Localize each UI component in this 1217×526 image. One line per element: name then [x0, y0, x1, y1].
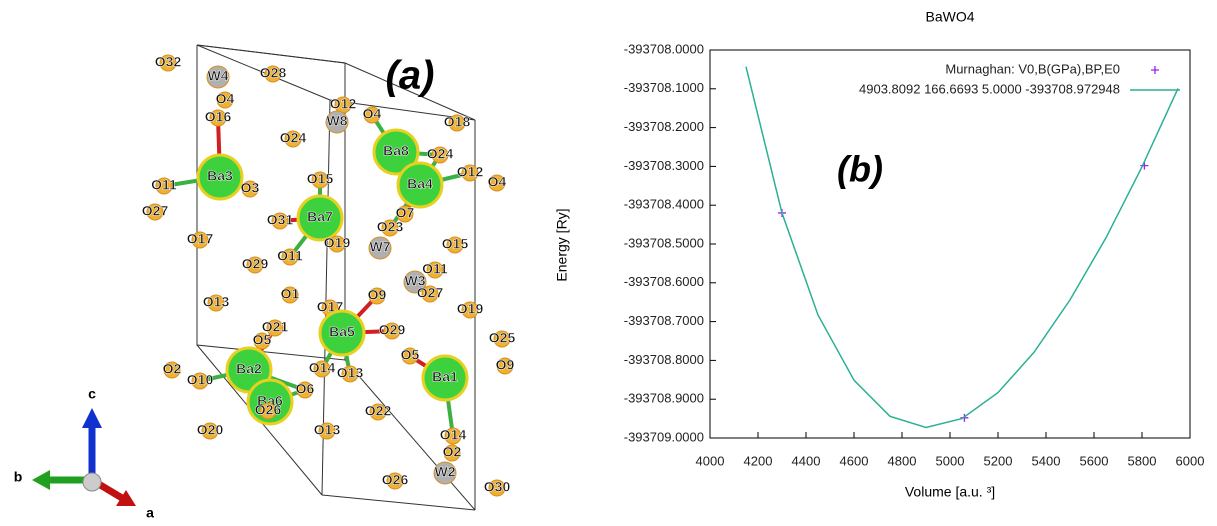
atom-label: O2 [163, 361, 182, 377]
x-tick-label: 4200 [744, 453, 773, 468]
y-tick-label: -393708.8000 [624, 352, 704, 367]
atom-label: O1 [281, 286, 300, 302]
atom-label: O31 [267, 212, 294, 228]
atom-label: O9 [496, 357, 515, 373]
x-tick-label: 5200 [984, 453, 1013, 468]
atom-label: O12 [457, 164, 484, 180]
atom-label: O15 [442, 236, 469, 252]
atom-label: O24 [427, 146, 454, 162]
atom-label: O9 [368, 287, 387, 303]
atom-label: O22 [365, 403, 392, 419]
atom-label: Ba1 [432, 369, 458, 385]
atom-label: W2 [435, 464, 456, 480]
plot-frame [710, 50, 1190, 438]
annotation: (b) [837, 149, 883, 190]
atom-label: O28 [260, 65, 287, 81]
x-tick-label: 5800 [1128, 453, 1157, 468]
legend-label: 4903.8092 166.6693 5.0000 -393708.972948 [859, 81, 1120, 96]
atom-label: W7 [370, 239, 391, 255]
y-tick-label: -393708.6000 [624, 274, 704, 289]
y-tick-label: -393708.2000 [624, 119, 704, 134]
atom-label: O17 [187, 231, 214, 247]
atom-label: Ba8 [383, 143, 409, 159]
axis-label: a [146, 505, 154, 521]
atom-label: O29 [242, 256, 269, 272]
atom-label: O23 [377, 219, 404, 235]
x-tick-label: 4800 [888, 453, 917, 468]
atom-label: O10 [187, 372, 214, 388]
x-tick-label: 5400 [1032, 453, 1061, 468]
atom-label: O5 [401, 347, 420, 363]
legend-swatch [1151, 66, 1159, 74]
atom-label: O20 [197, 422, 224, 438]
atom-label: O14 [440, 427, 467, 443]
y-tick-label: -393708.3000 [624, 158, 704, 173]
y-tick-label: -393709.0000 [624, 429, 704, 444]
atom-label: Ba5 [329, 324, 355, 340]
atom-label: O18 [444, 114, 471, 130]
atom-label: O29 [379, 322, 406, 338]
atom-label: W8 [327, 113, 348, 129]
atom-label: O2 [443, 444, 462, 460]
atom-label: O4 [488, 174, 507, 190]
axis-label: c [88, 386, 96, 402]
y-tick-label: -393708.5000 [624, 235, 704, 250]
legend-label: Murnaghan: V0,B(GPa),BP,E0 [945, 61, 1120, 76]
atom-label: O11 [277, 248, 303, 264]
y-tick-label: -393708.7000 [624, 313, 704, 328]
atom-label: O6 [296, 381, 315, 397]
atom-label: Ba3 [207, 168, 233, 184]
x-tick-label: 5600 [1080, 453, 1109, 468]
panel-label: (a) [386, 54, 435, 98]
atom-label: O26 [382, 472, 409, 488]
atom-label: O12 [330, 96, 357, 112]
atom-label: O27 [417, 285, 444, 301]
axis-label: b [14, 469, 23, 485]
atom-label: O19 [457, 301, 484, 317]
atom-label: O13 [337, 365, 364, 381]
atom-label: O26 [255, 402, 282, 418]
y-tick-label: -393708.1000 [624, 80, 704, 95]
atom-label: O15 [307, 171, 334, 187]
atom-label: Ba7 [307, 209, 333, 225]
atom-label: O13 [314, 422, 341, 438]
atom-label: Ba2 [236, 361, 262, 377]
atom-label: Ba4 [407, 176, 433, 192]
axis-triad: c b a [14, 386, 154, 521]
atom-label: O16 [205, 109, 232, 125]
x-tick-label: 5000 [936, 453, 965, 468]
x-axis-label: Volume [a.u. ³] [905, 484, 995, 500]
chart-title: BaWO4 [925, 9, 974, 25]
chart: BaWO4 Volume [a.u. ³] Energy [Ry] (b) 40… [554, 9, 1205, 500]
x-tick-label: 4600 [840, 453, 869, 468]
x-tick-label: 4000 [696, 453, 725, 468]
y-tick-label: -393708.0000 [624, 41, 704, 56]
atom-label: O32 [155, 54, 182, 70]
atom-label: O11 [422, 261, 448, 277]
atom-label: O14 [309, 360, 336, 376]
atom-label: O13 [203, 294, 230, 310]
y-tick-label: -393708.4000 [624, 197, 704, 212]
figure: O32W4O28O4O16O12W8O4O18O24Ba8O24Ba3O15Ba… [0, 0, 1217, 521]
atom-label: O19 [324, 235, 351, 251]
atom-label: O4 [216, 91, 235, 107]
atom-label: O24 [280, 130, 307, 146]
atom-label: O11 [151, 177, 177, 193]
x-tick-label: 6000 [1176, 453, 1205, 468]
x-tick-label: 4400 [792, 453, 821, 468]
fit-curve [746, 67, 1178, 428]
atom-label: W4 [208, 68, 229, 84]
atom-label: O4 [363, 106, 382, 122]
y-tick-label: -393708.9000 [624, 391, 704, 406]
atom-label: O27 [142, 203, 169, 219]
atom-label: O25 [489, 330, 516, 346]
atom-label: O3 [241, 180, 260, 196]
y-axis-label: Energy [Ry] [554, 208, 570, 281]
atom-label: O30 [484, 479, 511, 495]
atom-label: O5 [253, 332, 272, 348]
